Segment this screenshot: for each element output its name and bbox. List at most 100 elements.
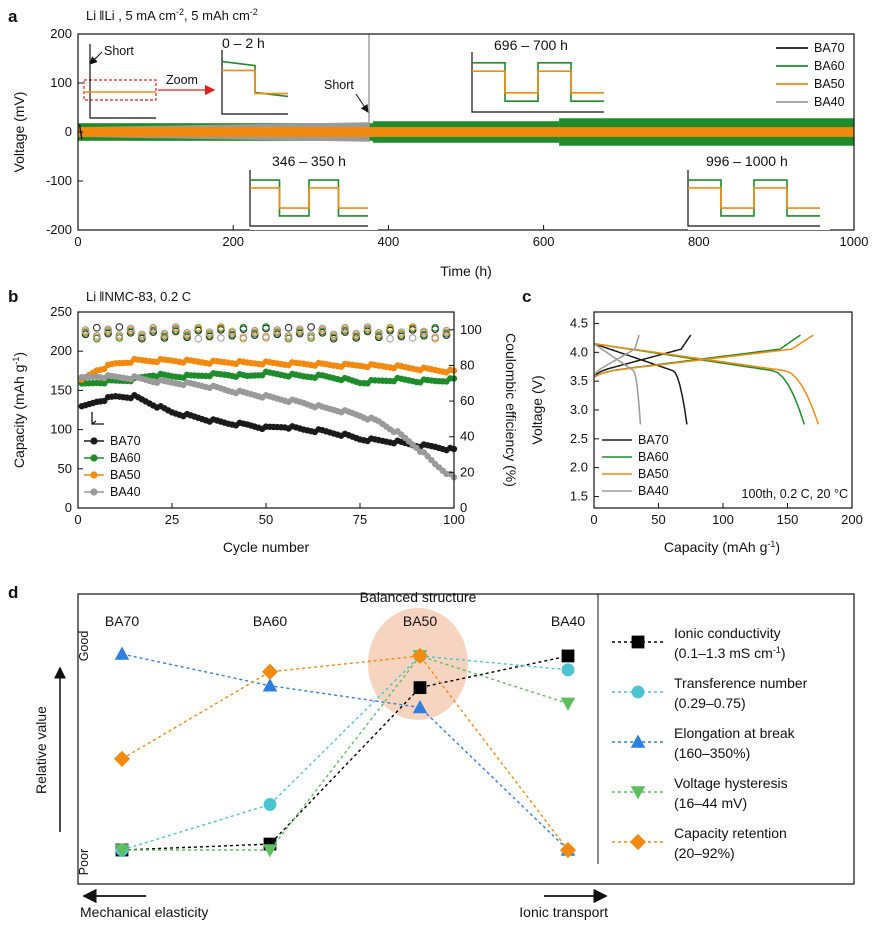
panel-b-header: Li ‖NMC-83, 0.2 C (86, 289, 191, 304)
ce-point-BA40-2 (81, 326, 90, 334)
c-legend-label-BA60: BA60 (638, 450, 669, 464)
b-ytick-left-label-1: 50 (58, 461, 72, 476)
a-xtick-label-1: 200 (222, 234, 244, 249)
d-legend-marker-tn (631, 685, 645, 699)
inset-label-0: 0 – 2 h (222, 35, 265, 51)
ce-point-BA40-20 (149, 323, 157, 332)
ce-point-BA70-62 (307, 323, 315, 331)
panel-c-label: c (522, 287, 531, 306)
ce-point-BA40-44 (239, 333, 248, 342)
ce-point-BA40-47 (250, 326, 259, 335)
a-ytick-label-3: -100 (46, 173, 72, 188)
inset-2: 696 – 700 h (471, 37, 614, 116)
b-legend-label-BA70: BA70 (110, 434, 141, 448)
inset-ba50-1 (250, 187, 368, 209)
ce-point-BA40-50 (262, 332, 270, 341)
d-legend-label2-elong: (160–350%) (674, 745, 750, 761)
panel-d-ylabel: Relative value (33, 706, 49, 794)
panel-b-ylabel-left: Capacity (mAh g-1) (11, 352, 27, 468)
ce-point-BA40-80 (375, 329, 383, 337)
d-marker-ion-BA40 (561, 649, 575, 663)
ce-point-BA40-17 (138, 330, 146, 339)
panel-c-legend: BA70 BA60 BA50 BA40 (602, 433, 669, 498)
ce-point-BA40-23 (160, 329, 169, 338)
d-legend-label1-ion: Ionic conductivity (674, 625, 781, 641)
a-xtick-label-4: 800 (688, 234, 710, 249)
short-label-1: Short (104, 44, 134, 58)
inset-bg-3 (688, 166, 830, 230)
ce-point-BA40-56 (284, 331, 293, 340)
ce-point-BA40-38 (217, 334, 225, 342)
d-legend-label2-cap: (20–92%) (674, 845, 735, 861)
inset-label-2: 696 – 700 h (494, 37, 568, 53)
ce-point-BA40-5 (93, 331, 101, 340)
a-ytick-label-2: 0 (65, 124, 72, 139)
a-ytick-label-0: 200 (50, 26, 72, 41)
c-legend-label-BA70: BA70 (638, 433, 669, 447)
ce-point-BA50-83 (386, 323, 394, 332)
ce-point-BA40-68 (329, 330, 338, 339)
b-xtick-label-1: 25 (165, 512, 179, 527)
b-legend-marker-BA60 (90, 454, 98, 462)
ce-point-BA40-74 (352, 329, 361, 338)
ce-point-BA40-14 (126, 324, 135, 333)
ce-point-BA40-77 (363, 323, 372, 331)
inset-ba50-2 (472, 70, 604, 94)
panel-d-legend: Ionic conductivity (0.1–1.3 mS cm-1) Trans… (612, 625, 808, 861)
short-label-2: Short (324, 78, 354, 92)
ionic-transport-label: Ionic transport (519, 904, 608, 920)
a-ytick-label-1: 100 (50, 75, 72, 90)
d-marker-hyst-BA60 (262, 844, 278, 858)
ce-point-BA40-8 (104, 325, 112, 333)
d-category-BA50: BA50 (403, 613, 437, 629)
d-legend-marker-elong (630, 734, 646, 748)
panel-a-traces (78, 34, 854, 146)
c-ytick-label-3: 3.0 (570, 402, 588, 417)
zoom-box (83, 79, 157, 101)
panel-a-insets: 0 – 2 h 346 – 350 h 696 – 700 h 996 – 1000 … (84, 35, 830, 230)
ce-point-BA40-92 (420, 327, 428, 336)
ce-point-BA40-59 (296, 325, 304, 333)
poor-label: Poor (77, 849, 91, 875)
panel-c-plot-area: 0 50 100 150 200 1.5 2.0 2.5 3.0 3.5 4.0 4.5 (570, 311, 863, 527)
b-ytick-left-label-5: 250 (50, 304, 72, 319)
b-ytick-right-label-4: 80 (460, 357, 474, 372)
b-legend-label-BA40: BA40 (110, 485, 141, 499)
ce-point-BA70-11 (115, 323, 124, 331)
ce-point-BA40-86 (397, 328, 406, 336)
c-ytick-label-1: 2.0 (570, 460, 588, 475)
b-ytick-right-label-0: 0 (460, 500, 467, 515)
panel-d-title: Balanced structure (360, 589, 477, 605)
a-legend-label-BA60: BA60 (814, 59, 845, 73)
b-ytick-right-label-1: 20 (460, 464, 474, 479)
ce-point-BA40-98 (442, 326, 451, 335)
mechanical-elasticity-label: Mechanical elasticity (80, 904, 208, 920)
b-xtick-label-2: 50 (259, 512, 273, 527)
c-xtick-label-0: 0 (590, 512, 597, 527)
inset-0: 0 – 2 h (221, 35, 298, 118)
d-legend-label1-cap: Capacity retention (674, 825, 787, 841)
ce-point-BA40-65 (318, 324, 327, 333)
b-xtick-label-3: 75 (353, 512, 367, 527)
d-marker-ion-BA50 (413, 681, 427, 695)
b-ytick-left-label-3: 150 (50, 382, 72, 397)
zoom-label: Zoom (166, 73, 198, 87)
capacity-points (78, 355, 458, 481)
panel-a-header: Li ‖Li , 5 mA cm-2, 5 mAh cm-2 (86, 7, 258, 23)
ce-point-BA40-83 (386, 334, 394, 343)
c-xtick-label-1: 50 (651, 512, 665, 527)
d-marker-hyst-BA40 (560, 697, 576, 711)
ce-point-BA40-62 (307, 331, 315, 339)
c-ytick-label-0: 1.5 (570, 488, 588, 503)
a-legend-label-BA50: BA50 (814, 77, 845, 91)
panel-b-ylabel-right: Coulombic efficiency (%) (503, 333, 519, 487)
ce-point-BA40-11 (115, 331, 124, 339)
d-marker-tn-BA60 (263, 798, 277, 811)
inset-label-3: 996 – 1000 h (706, 153, 788, 169)
b-ytick-left-label-0: 0 (65, 500, 72, 515)
b-legend-label-BA60: BA60 (110, 451, 141, 465)
b-ytick-right-label-3: 60 (460, 393, 474, 408)
ce-point-BA50-89 (408, 323, 417, 331)
panel-d-label: d (8, 583, 18, 602)
